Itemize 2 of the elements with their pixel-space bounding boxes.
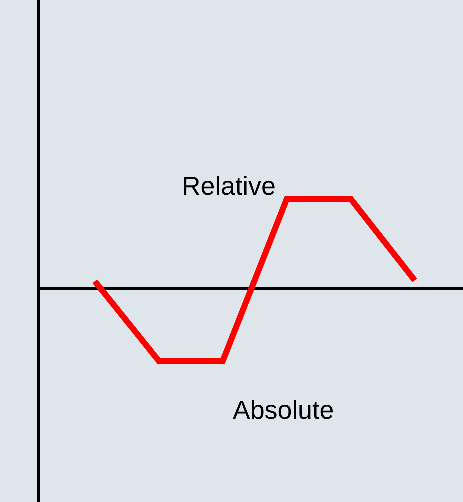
text: Absolute [233, 395, 334, 425]
annotation: Relative [182, 171, 276, 201]
